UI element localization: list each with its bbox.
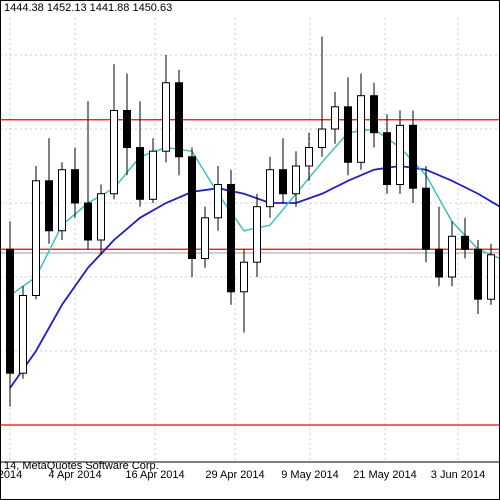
ohlc-readout: 1444.38 1452.13 1441.88 1450.63 bbox=[4, 2, 172, 14]
copyright-footer: 14, MetaQuotes Software Corp. bbox=[4, 460, 159, 472]
chart-svg: 20144 Apr 201416 Apr 201429 Apr 20149 Ma… bbox=[0, 0, 500, 500]
svg-text:9 May 2014: 9 May 2014 bbox=[281, 469, 338, 481]
svg-text:21 May 2014: 21 May 2014 bbox=[353, 469, 417, 481]
candlestick-chart: 1444.38 1452.13 1441.88 1450.63 20144 Ap… bbox=[0, 0, 500, 500]
svg-text:3 Jun 2014: 3 Jun 2014 bbox=[431, 469, 485, 481]
svg-text:29 Apr 2014: 29 Apr 2014 bbox=[205, 469, 264, 481]
